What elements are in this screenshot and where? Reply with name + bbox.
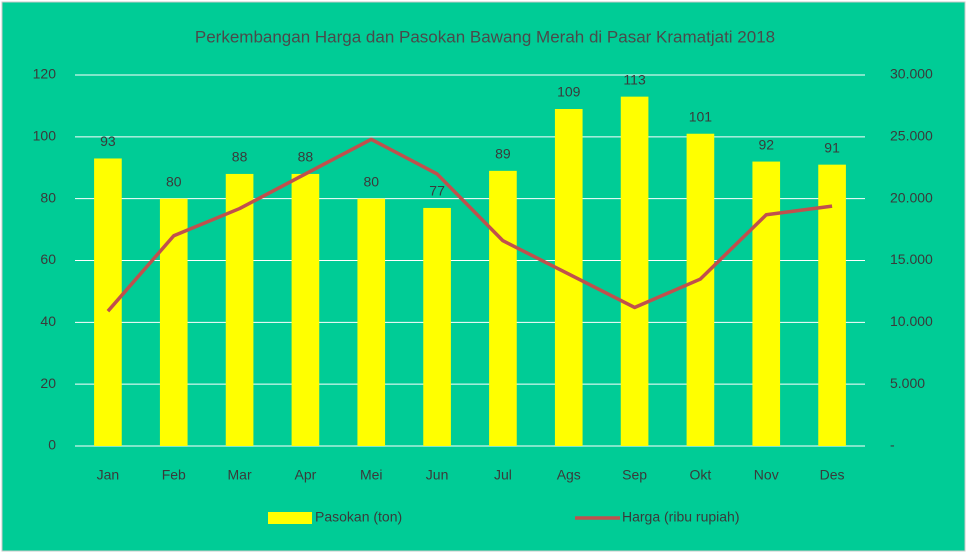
x-tick-label: Jan: [97, 467, 120, 483]
legend-label: Pasokan (ton): [315, 509, 402, 525]
y-tick-label: 40: [40, 313, 56, 329]
data-label: 113: [623, 71, 646, 87]
x-tick-label: Feb: [162, 467, 186, 483]
x-tick-label: Mar: [228, 467, 252, 483]
y2-tick-label: 30.000: [890, 66, 933, 82]
bar: [291, 173, 320, 446]
data-label: 89: [495, 146, 511, 162]
bar: [752, 161, 781, 447]
y2-tick-label: -: [890, 437, 895, 453]
bar: [489, 170, 517, 446]
x-tick-label: Jul: [494, 467, 512, 483]
bar: [423, 207, 451, 446]
legend-swatch: [268, 512, 312, 524]
y-tick-label: 100: [33, 128, 57, 144]
y-tick-label: 0: [48, 437, 56, 453]
bar: [686, 133, 715, 446]
data-label: 101: [689, 108, 713, 124]
x-tick-label: Des: [820, 467, 845, 483]
data-label: 80: [166, 173, 182, 189]
y2-tick-label: 5.000: [890, 375, 925, 391]
y-tick-label: 120: [33, 66, 57, 82]
x-tick-label: Jun: [426, 467, 449, 483]
data-label: 109: [557, 84, 581, 100]
y2-tick-label: 25.000: [890, 128, 933, 144]
line: [106, 137, 833, 313]
data-label: 88: [298, 149, 314, 165]
y2-tick-label: 10.000: [890, 313, 933, 329]
bar: [620, 96, 649, 447]
data-label: 77: [429, 183, 445, 199]
x-tick-label: Apr: [295, 467, 317, 483]
data-label: 92: [758, 136, 774, 152]
chart-title: Perkembangan Harga dan Pasokan Bawang Me…: [195, 27, 775, 46]
x-tick-label: Okt: [690, 467, 712, 483]
x-tick-label: Ags: [557, 467, 581, 483]
legend-label: Harga (ribu rupiah): [622, 509, 740, 525]
bar: [818, 164, 846, 447]
data-label: 93: [100, 133, 116, 149]
x-tick-label: Sep: [622, 467, 647, 483]
y-tick-label: 60: [40, 251, 56, 267]
data-label: 91: [824, 139, 840, 155]
y2-tick-label: 15.000: [890, 251, 933, 267]
x-tick-label: Mei: [360, 467, 383, 483]
data-label: 88: [232, 149, 248, 165]
y-tick-label: 80: [40, 189, 56, 205]
data-label: 80: [363, 173, 379, 189]
x-tick-label: Nov: [754, 467, 779, 483]
bar: [357, 198, 386, 446]
bar: [225, 173, 254, 446]
bar: [159, 198, 188, 446]
y2-tick-label: 20.000: [890, 189, 933, 205]
y-tick-label: 20: [40, 375, 56, 391]
